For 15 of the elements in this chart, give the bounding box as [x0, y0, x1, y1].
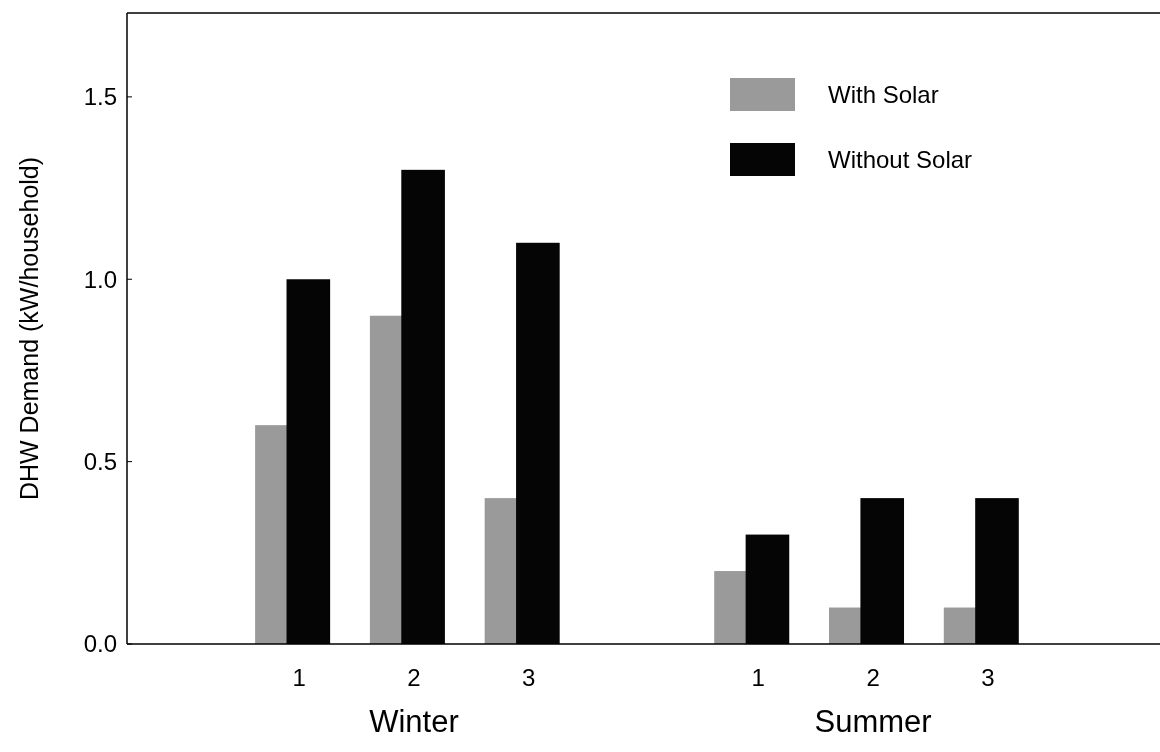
legend-label: Without Solar — [828, 146, 973, 174]
y-tick-label: 1.0 — [83, 265, 117, 293]
text: Summer — [814, 704, 932, 739]
y-tick-label: 0.0 — [83, 630, 117, 658]
x-tick-label: 3 — [522, 664, 536, 691]
y-tick-label: 1.5 — [83, 83, 117, 111]
x-tick-label: 3 — [981, 664, 995, 691]
y-tick-label: 0.5 — [83, 448, 117, 476]
x-tick-label: 1 — [292, 664, 306, 691]
x-tick-label: 2 — [866, 664, 880, 691]
text: Winter — [369, 704, 459, 739]
x-tick-label: 2 — [407, 664, 421, 691]
y-axis-title: DHW Demand (kW/household) — [15, 156, 43, 501]
legend-label: With Solar — [828, 81, 939, 109]
x-tick-label: 1 — [751, 664, 765, 691]
